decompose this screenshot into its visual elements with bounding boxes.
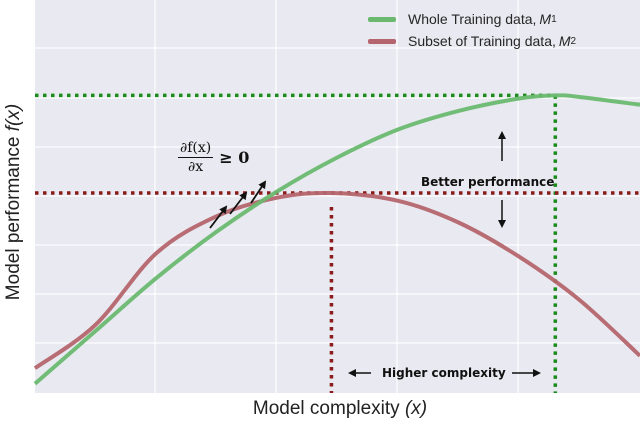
x-axis-label-var: (x) [404,398,428,419]
better-performance-label: Better performance [421,175,555,189]
legend-symbol: M [539,11,552,27]
x-axis-label: Model complexity (x) [0,398,640,420]
legend-label: Whole Training data, [408,11,537,27]
y-axis-label-var: f(x) [3,103,24,132]
reference-lines [35,93,640,393]
legend-symbol: M [558,33,571,49]
legend-subscript: 1 [551,13,557,25]
curve-whole-training [33,93,640,386]
legend-swatch-green [368,16,396,22]
derivative-relation: ≥ 0 [219,148,250,167]
y-axis-label-text: Model performance [3,131,24,301]
curve-subset-training [33,190,640,370]
tangent-arrow-icon [209,205,228,229]
annotation-arrows [209,131,541,377]
tangent-arrow-icon [229,191,248,215]
derivative-annotation: ∂f(x) ∂x ≥ 0 [178,140,249,175]
derivative-denominator: ∂x [188,159,204,175]
tangent-arrow-icon [250,180,267,204]
higher-complexity-label: Higher complexity [382,366,506,380]
legend-label: Subset of Training data, [408,33,556,49]
y-axis-label: Model performance f(x) [3,82,27,322]
derivative-numerator: ∂f(x) [178,140,214,158]
legend-swatch-red [368,38,396,44]
curves [33,93,640,386]
derivative-fraction: ∂f(x) ∂x [178,140,214,175]
legend-subscript: 2 [570,35,577,47]
x-axis-label-text: Model complexity [252,398,405,419]
